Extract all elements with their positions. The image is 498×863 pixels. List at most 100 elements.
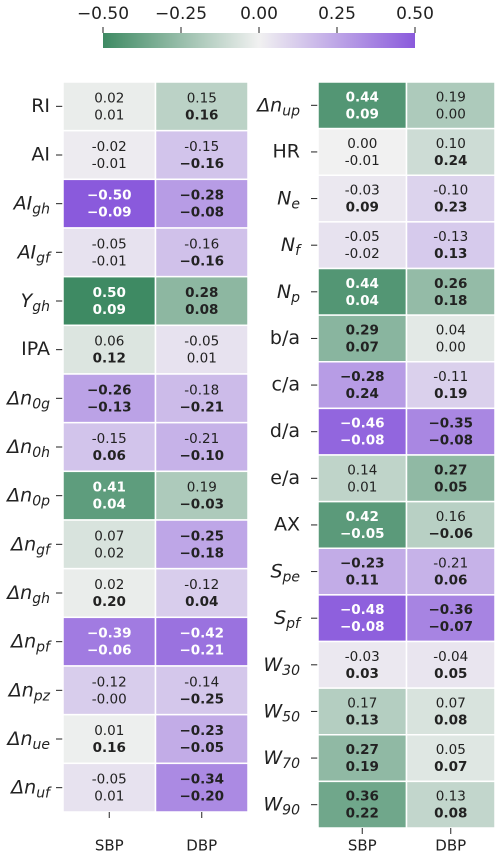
cell-bottom-label: 0.24 [434,153,467,169]
heatmap-cell [317,174,408,223]
row-label: IPA [21,338,50,360]
cell-bottom-label: 0.03 [346,666,379,682]
heatmap-cell [317,687,408,736]
heatmap-cell [62,713,157,765]
cell-top-label: -0.14 [184,674,219,690]
cell-bottom-label: 0.05 [434,479,467,495]
cell-bottom-label: −0.16 [179,253,224,269]
cell-bottom-label: 0.09 [346,106,379,122]
cell-top-label: −0.23 [179,723,224,739]
row-label-main: W [263,700,283,722]
row-label: W50 [263,700,300,726]
heatmap-cell [62,519,157,570]
heatmap-cell [317,81,408,130]
heatmap-cell [154,567,249,619]
cell-top-label: −0.39 [87,626,132,642]
heatmap-cell [317,640,408,689]
cell-top-label: -0.12 [92,674,127,690]
row-label: Np [277,280,300,306]
cell-bottom-label: 0.08 [434,712,467,728]
row-label: Δngf [9,533,52,559]
cell-bottom-label: −0.05 [340,526,385,542]
cell-bottom-label: 0.08 [185,302,218,318]
cell-top-label: −0.34 [179,772,224,788]
row-label-sub: 0g [32,396,50,412]
cell-bottom-label: 0.04 [93,497,126,513]
cell-bottom-label: 0.19 [346,759,379,775]
row-label-sub: 70 [282,756,300,772]
cell-top-label: 0.10 [436,136,466,152]
cell-bottom-label: 0.13 [346,712,379,728]
cell-bottom-label: −0.20 [179,789,224,805]
row-label-main: AI [16,241,37,263]
cell-bottom-label: 0.01 [94,107,124,123]
heatmap-cell [154,470,249,521]
heatmap-cell [317,594,408,643]
heatmap-cell [62,567,157,619]
heatmap-cell [154,421,249,473]
heatmap-cell [62,470,157,521]
cell-bottom-label: 0.09 [93,302,126,318]
cell-bottom-label: 0.16 [93,740,126,756]
heatmap-cell [154,373,249,424]
row-label-sub: uf [36,786,52,802]
cell-bottom-label: 0.16 [185,107,218,123]
cell-top-label: 0.16 [436,509,466,525]
heatmap-cell [405,780,496,829]
cell-top-label: -0.05 [92,772,127,788]
heatmap-cell [317,221,408,270]
cell-bottom-label: -0.01 [92,253,127,269]
heatmap-cell [154,713,249,765]
cell-top-label: -0.21 [184,431,219,447]
cell-bottom-label: 0.06 [93,448,126,464]
cell-bottom-label: 0.05 [434,666,467,682]
cell-top-label: 0.42 [346,509,379,525]
row-label: Δnup [255,94,300,120]
cell-top-label: −0.26 [87,382,132,398]
cell-bottom-label: -0.00 [92,691,127,707]
cell-top-label: 0.27 [346,742,379,758]
cell-bottom-label: −0.08 [340,619,385,635]
cell-bottom-label: −0.09 [87,205,132,221]
heatmap-cell [62,324,157,375]
row-label-main: Y [21,290,34,312]
cell-top-label: 0.02 [94,90,124,106]
cell-bottom-label: 0.00 [436,106,466,122]
row-label: W30 [263,653,300,679]
row-label-main: W [263,747,283,769]
heatmap-cell [317,127,408,176]
cell-bottom-label: −0.06 [87,643,132,659]
heatmap-cell [317,407,408,456]
row-label-sub: pf [285,616,302,632]
cell-top-label: 0.01 [94,723,124,739]
cell-top-label: 0.07 [94,528,124,544]
cell-top-label: 0.27 [434,462,467,478]
row-label-main: Δn [5,387,32,409]
row-label-main: Δn [9,533,36,555]
row-label-main: S [270,560,282,582]
row-label: Δnuf [9,776,52,802]
cell-top-label: -0.11 [433,369,468,385]
cell-bottom-label: 0.20 [93,594,126,610]
row-label: AI [31,144,50,166]
row-label-sub: 30 [282,663,300,679]
row-label-main: Δn [5,436,32,458]
cell-bottom-label: 0.04 [185,594,218,610]
cell-bottom-label: 0.09 [346,200,379,216]
row-label-main: S [274,607,286,629]
column-label: DBP [435,837,466,855]
row-label: Ygh [21,290,50,316]
cell-bottom-label: −0.07 [428,619,473,635]
column-label: SBP [348,837,377,855]
cell-top-label: -0.16 [184,236,219,252]
heatmap-cell [62,373,157,424]
row-label: W90 [263,793,300,819]
cell-top-label: -0.05 [184,334,219,350]
cell-bottom-label: 0.23 [434,200,467,216]
row-label-main: Δn [5,728,32,750]
row-label: Ne [277,187,300,213]
cell-top-label: -0.12 [184,577,219,593]
row-label-main: N [277,187,291,209]
row-label-sub: ue [33,737,51,753]
